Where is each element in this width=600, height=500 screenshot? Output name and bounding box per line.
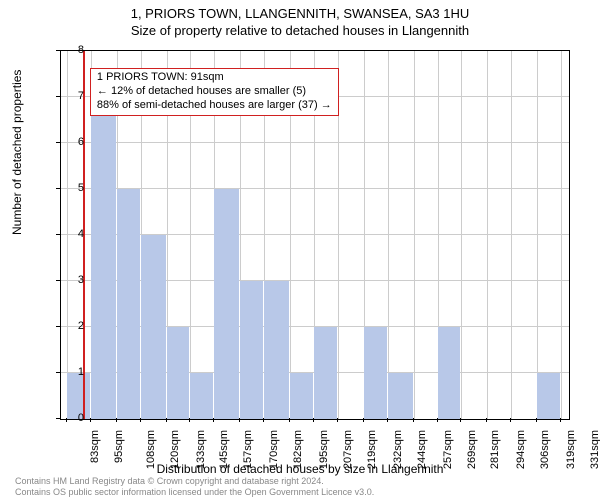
footer-line1: Contains HM Land Registry data © Crown c…: [15, 476, 374, 487]
histogram-bar: [240, 281, 263, 419]
histogram-bar: [388, 373, 413, 419]
y-tick-label: 7: [78, 90, 84, 102]
histogram-bar: [91, 97, 116, 419]
histogram-bar: [190, 373, 213, 419]
y-tick-label: 6: [78, 136, 84, 148]
title-subtitle: Size of property relative to detached ho…: [0, 21, 600, 38]
chart-container: 1, PRIORS TOWN, LLANGENNITH, SWANSEA, SA…: [0, 0, 600, 500]
histogram-bar: [214, 189, 239, 419]
x-axis-label: Distribution of detached houses by size …: [0, 462, 600, 476]
histogram-bar: [117, 189, 140, 419]
y-tick-label: 5: [78, 182, 84, 194]
y-axis-label: Number of detached properties: [10, 70, 24, 235]
x-tick-label: 95sqm: [113, 430, 125, 463]
annotation-line1: 1 PRIORS TOWN: 91sqm: [97, 71, 332, 85]
histogram-bar: [438, 327, 461, 419]
y-tick-label: 1: [78, 366, 84, 378]
footer-attribution: Contains HM Land Registry data © Crown c…: [15, 476, 374, 498]
title-address: 1, PRIORS TOWN, LLANGENNITH, SWANSEA, SA…: [0, 0, 600, 21]
y-tick-label: 0: [78, 412, 84, 424]
annotation-line3: 88% of semi-detached houses are larger (…: [97, 99, 332, 113]
chart-area: 1 PRIORS TOWN: 91sqm ← 12% of detached h…: [60, 50, 570, 420]
y-tick-label: 3: [78, 274, 84, 286]
y-tick-label: 4: [78, 228, 84, 240]
y-tick-label: 2: [78, 320, 84, 332]
histogram-bar: [290, 373, 313, 419]
histogram-bar: [264, 281, 289, 419]
annotation-line2: ← 12% of detached houses are smaller (5): [97, 85, 332, 99]
annotation-box: 1 PRIORS TOWN: 91sqm ← 12% of detached h…: [90, 68, 339, 115]
histogram-bar: [167, 327, 190, 419]
x-tick-label: 83sqm: [89, 430, 101, 463]
histogram-bar: [314, 327, 337, 419]
histogram-bar: [537, 373, 560, 419]
histogram-bar: [141, 235, 166, 419]
footer-line2: Contains OS public sector information li…: [15, 487, 374, 498]
histogram-bar: [364, 327, 387, 419]
y-tick-label: 8: [78, 44, 84, 56]
